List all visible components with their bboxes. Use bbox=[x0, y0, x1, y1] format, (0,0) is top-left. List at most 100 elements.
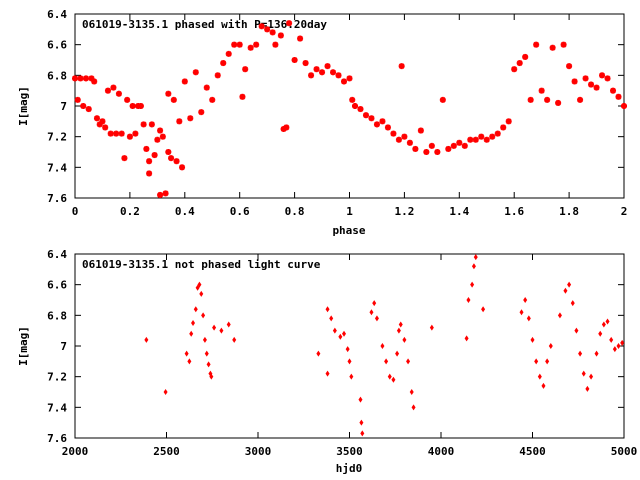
data-point bbox=[483, 136, 490, 143]
data-point bbox=[357, 106, 364, 113]
y-tick-label: 6.4 bbox=[47, 8, 67, 21]
x-axis-title: hjd0 bbox=[336, 462, 363, 475]
x-tick-label: 1.8 bbox=[559, 205, 579, 218]
x-tick-label: 1.2 bbox=[394, 205, 414, 218]
data-point bbox=[242, 66, 249, 73]
data-point bbox=[411, 404, 416, 411]
data-point bbox=[319, 69, 326, 76]
data-point bbox=[409, 389, 414, 395]
data-point bbox=[165, 149, 172, 155]
data-point bbox=[567, 281, 572, 288]
data-point bbox=[434, 149, 441, 155]
data-point bbox=[439, 96, 446, 103]
data-point bbox=[189, 330, 194, 337]
data-point bbox=[96, 121, 103, 128]
data-point bbox=[193, 306, 198, 313]
data-point bbox=[589, 373, 594, 380]
data-point bbox=[99, 118, 106, 125]
data-point bbox=[239, 93, 246, 100]
data-point bbox=[516, 60, 523, 67]
data-point bbox=[291, 57, 298, 63]
data-point bbox=[548, 343, 553, 349]
data-point bbox=[545, 358, 550, 365]
data-point bbox=[610, 87, 617, 94]
data-point bbox=[129, 103, 136, 109]
data-point bbox=[146, 158, 153, 165]
data-point bbox=[346, 75, 353, 82]
data-point bbox=[429, 324, 434, 331]
data-point bbox=[380, 343, 385, 349]
data-point bbox=[601, 321, 606, 328]
data-point bbox=[110, 84, 117, 91]
data-point bbox=[445, 145, 452, 152]
data-point bbox=[359, 419, 364, 426]
data-point bbox=[466, 297, 471, 303]
data-point bbox=[571, 78, 578, 85]
data-point bbox=[264, 26, 271, 33]
data-point bbox=[615, 93, 622, 100]
data-point bbox=[538, 87, 545, 94]
data-point bbox=[398, 63, 405, 70]
data-point bbox=[247, 44, 254, 51]
data-point bbox=[143, 145, 150, 152]
data-point bbox=[341, 78, 348, 85]
data-point bbox=[187, 358, 192, 365]
data-point bbox=[173, 158, 180, 165]
data-point bbox=[219, 327, 224, 334]
data-point bbox=[286, 20, 293, 27]
data-point bbox=[609, 336, 614, 343]
data-point bbox=[308, 72, 315, 79]
y-tick-label: 6.6 bbox=[47, 39, 67, 52]
data-point bbox=[379, 118, 386, 125]
data-point bbox=[557, 312, 562, 319]
data-point bbox=[325, 370, 330, 377]
data-point bbox=[384, 358, 389, 365]
data-point bbox=[530, 336, 535, 343]
data-point bbox=[605, 318, 610, 325]
plot-title: 061019-3135.1 not phased light curve bbox=[82, 258, 321, 271]
data-point bbox=[428, 142, 435, 149]
data-point bbox=[269, 29, 276, 36]
data-point bbox=[157, 191, 164, 198]
data-point bbox=[184, 350, 189, 357]
data-point bbox=[140, 121, 147, 128]
data-point bbox=[232, 336, 237, 343]
data-point bbox=[199, 290, 204, 297]
data-point bbox=[154, 136, 161, 143]
data-point bbox=[478, 133, 485, 140]
data-point bbox=[85, 106, 92, 113]
data-point bbox=[206, 361, 211, 368]
data-point bbox=[511, 66, 518, 73]
data-point bbox=[345, 346, 350, 353]
data-point bbox=[396, 327, 401, 334]
data-point bbox=[74, 96, 81, 103]
data-point bbox=[585, 385, 590, 392]
data-point bbox=[395, 136, 402, 143]
data-point bbox=[181, 78, 188, 85]
x-tick-label: 3500 bbox=[336, 445, 363, 458]
data-point bbox=[329, 315, 334, 322]
data-point bbox=[201, 312, 206, 319]
x-tick-label: 0.4 bbox=[175, 205, 195, 218]
y-tick-label: 6.4 bbox=[47, 248, 67, 261]
y-tick-group: 6.4 6.6 6.8 7 7.2 7.4 7.6 bbox=[47, 248, 624, 445]
y-tick-label: 7.4 bbox=[47, 401, 67, 414]
y-tick-label: 7 bbox=[60, 340, 67, 353]
data-point bbox=[126, 133, 133, 140]
data-point bbox=[616, 343, 621, 349]
data-point bbox=[258, 23, 265, 30]
data-point bbox=[335, 72, 342, 79]
data-point bbox=[330, 69, 337, 76]
data-point bbox=[144, 336, 149, 343]
data-point bbox=[342, 330, 347, 337]
data-point bbox=[522, 53, 529, 60]
data-point bbox=[338, 333, 343, 340]
data-point bbox=[598, 330, 603, 337]
data-point bbox=[277, 32, 284, 39]
data-point bbox=[398, 321, 403, 328]
data-point bbox=[406, 139, 413, 146]
data-point bbox=[209, 373, 214, 380]
data-point bbox=[537, 373, 542, 380]
data-point bbox=[151, 152, 158, 159]
data-point bbox=[360, 430, 365, 437]
